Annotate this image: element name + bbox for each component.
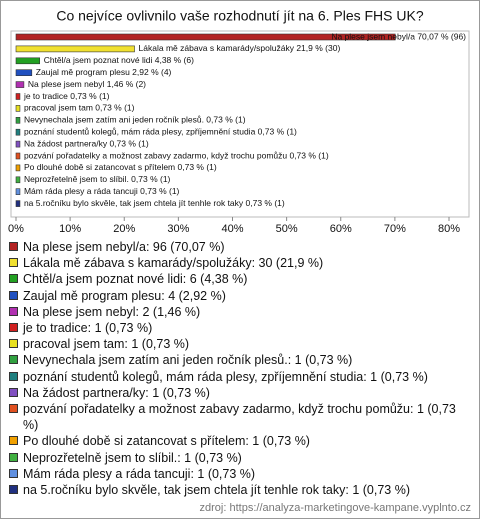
bar bbox=[15, 200, 21, 207]
bar-label: Po dlouhé době si zatancovat s přítelem … bbox=[24, 162, 217, 172]
x-tick-label: 70% bbox=[384, 223, 406, 235]
bar bbox=[15, 128, 21, 136]
legend-swatch bbox=[9, 339, 18, 349]
legend-item: pozvání pořadatelky a možnost zabavy zad… bbox=[9, 401, 461, 433]
bar-label: Lákala mě zábava s kamarády/spolužáky 21… bbox=[139, 43, 341, 53]
legend-swatch bbox=[9, 242, 18, 251]
legend-label: pozvání pořadatelky a možnost zabavy zad… bbox=[23, 402, 456, 433]
legend: Na plese jsem nebyl/a: 96 (70,07 %) Lákal… bbox=[9, 239, 461, 498]
legend-label: Na plese jsem nebyl/a: 96 (70,07 %) bbox=[23, 240, 225, 254]
x-tick-label: 20% bbox=[113, 223, 135, 235]
legend-item: je to tradice: 1 (0,73 %) bbox=[9, 320, 461, 336]
legend-item: na 5.ročníku bylo skvěle, tak jsem chtel… bbox=[9, 482, 461, 498]
bar bbox=[15, 176, 21, 184]
x-tick-label: 40% bbox=[221, 223, 243, 235]
bar bbox=[15, 164, 21, 172]
legend-item: Lákala mě zábava s kamarády/spolužáky: 3… bbox=[9, 255, 461, 271]
legend-swatch bbox=[9, 306, 18, 316]
source: zdroj: https://analyza-marketingove-kamp… bbox=[199, 502, 471, 514]
legend-label: pracoval jsem tam: 1 (0,73 %) bbox=[23, 337, 190, 352]
legend-swatch bbox=[9, 258, 18, 268]
legend-label: Na plese jsem nebyl: 2 (1,46 %) bbox=[23, 304, 201, 319]
bar bbox=[15, 69, 33, 76]
legend-label: Zaujal mě program plesu: 4 (2,92 %) bbox=[23, 288, 226, 303]
bar bbox=[15, 57, 41, 65]
bar-label: Na žádost partnera/ky 0,73 % (1) bbox=[24, 138, 149, 148]
legend-item: Mám ráda plesy a ráda tancuji: 1 (0,73 %… bbox=[9, 466, 461, 482]
legend-label: Chtěl/a jsem poznat nové lidi: 6 (4,38 %… bbox=[23, 272, 248, 287]
legend-item: Po dlouhé době si zatancovat s přítelem:… bbox=[9, 433, 461, 449]
bar-label: je to tradice 0,73 % (1) bbox=[23, 91, 110, 101]
legend-swatch bbox=[9, 274, 18, 284]
legend-item: pracoval jsem tam: 1 (0,73 %) bbox=[9, 336, 461, 352]
bar-label: Na plese jsem nebyl 1,46 % (2) bbox=[28, 79, 146, 89]
legend-swatch bbox=[9, 323, 18, 333]
bar bbox=[15, 33, 396, 41]
legend-item: Chtěl/a jsem poznat nové lidi: 6 (4,38 %… bbox=[9, 271, 461, 287]
bar bbox=[15, 81, 25, 88]
legend-item: poznání studentů kolegů, mám ráda plesy,… bbox=[9, 369, 461, 385]
legend-item: Zaujal mě program plesu: 4 (2,92 %) bbox=[9, 288, 461, 304]
bar-label: Zaujal mě program plesu 2,92 % (4) bbox=[36, 67, 172, 77]
legend-label: Neprozřetelně jsem to slíbil.: 1 (0,73 %… bbox=[23, 450, 242, 465]
bar-label: pracoval jsem tam 0,73 % (1) bbox=[24, 103, 135, 113]
x-tick-label: 30% bbox=[167, 223, 189, 235]
x-tick-label: 50% bbox=[276, 223, 298, 235]
legend-swatch bbox=[9, 355, 18, 365]
legend-label: na 5.ročníku bylo skvěle, tak jsem chtel… bbox=[23, 483, 410, 498]
legend-swatch bbox=[9, 436, 18, 446]
legend-item: Na žádost partnera/ky: 1 (0,73 %) bbox=[9, 385, 461, 401]
bar bbox=[15, 93, 21, 100]
bar bbox=[15, 152, 21, 160]
legend-item: Na plese jsem nebyl/a: 96 (70,07 %) bbox=[9, 239, 461, 255]
x-tick-label: 0% bbox=[8, 223, 24, 235]
bar-label: Chtěl/a jsem poznat nové lidi 4,38 % (6) bbox=[44, 55, 194, 65]
bar-label: Neprozřetelně jsem to slíbil. 0,73 % (1) bbox=[24, 174, 171, 184]
plot-frame bbox=[10, 30, 470, 218]
bar bbox=[15, 105, 21, 112]
x-tick-label: 10% bbox=[59, 223, 81, 235]
bar-label: Na plese jsem nebyl/a 70,07 % (96) bbox=[331, 31, 466, 41]
legend-item: Nevynechala jsem zatím ani jeden ročník … bbox=[9, 352, 461, 368]
legend-label: Nevynechala jsem zatím ani jeden ročník … bbox=[23, 353, 353, 368]
legend-label: Po dlouhé době si zatancovat s přítelem:… bbox=[23, 434, 310, 449]
legend-swatch bbox=[9, 290, 18, 300]
bar-label: Nevynechala jsem zatím ani jeden ročník … bbox=[24, 115, 246, 125]
legend-swatch bbox=[9, 485, 18, 495]
legend-label: Na žádost partnera/ky: 1 (0,73 %) bbox=[23, 385, 210, 400]
bar bbox=[15, 117, 21, 124]
legend-swatch bbox=[9, 468, 18, 478]
legend-label: Lákala mě zábava s kamarády/spolužáky: 3… bbox=[23, 256, 324, 271]
x-tick-label: 60% bbox=[330, 223, 352, 235]
bar bbox=[15, 188, 21, 195]
bar-label: pozvání pořadatelky a možnost zabavy zad… bbox=[24, 150, 329, 160]
bar-label: poznání studentů kolegů, mám ráda plesy,… bbox=[24, 126, 297, 136]
bar-label: na 5.ročníku bylo skvěle, tak jsem chtel… bbox=[24, 198, 285, 208]
bar bbox=[15, 45, 135, 53]
legend-swatch bbox=[9, 387, 18, 397]
legend-item: Neprozřetelně jsem to slíbil.: 1 (0,73 %… bbox=[9, 450, 461, 466]
legend-label: poznání studentů kolegů, mám ráda plesy,… bbox=[23, 369, 428, 384]
legend-swatch bbox=[9, 452, 18, 462]
bar-label: Mám ráda plesy a ráda tancuji 0,73 % (1) bbox=[24, 186, 180, 196]
legend-label: je to tradice: 1 (0,73 %) bbox=[23, 321, 153, 336]
legend-item: Na plese jsem nebyl: 2 (1,46 %) bbox=[9, 304, 461, 320]
legend-label: Mám ráda plesy a ráda tancuji: 1 (0,73 %… bbox=[23, 466, 256, 481]
x-tick-label: 80% bbox=[438, 223, 460, 235]
legend-swatch bbox=[9, 371, 18, 381]
legend-swatch bbox=[9, 404, 18, 414]
chart: Co nejvíce ovlivnilo vaše rozhodnutí jít… bbox=[8, 8, 470, 235]
chart-title: Co nejvíce ovlivnilo vaše rozhodnutí jít… bbox=[56, 8, 424, 24]
bar bbox=[15, 140, 21, 148]
